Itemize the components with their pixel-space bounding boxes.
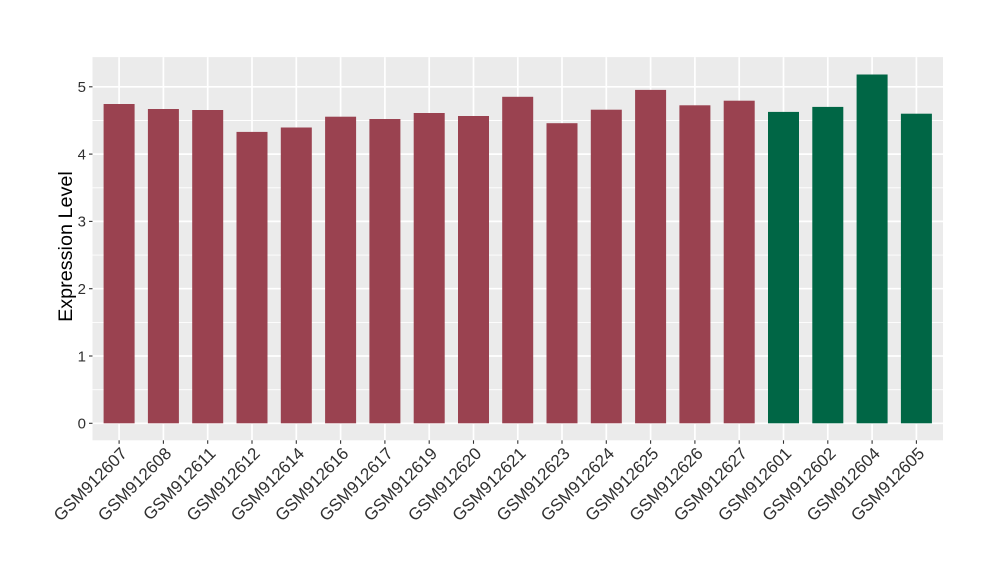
svg-text:3: 3	[78, 214, 86, 231]
svg-text:0: 0	[78, 416, 86, 433]
svg-text:5: 5	[78, 79, 86, 96]
svg-text:Expression Level: Expression Level	[55, 171, 77, 322]
svg-text:1: 1	[78, 348, 86, 365]
svg-text:2: 2	[78, 281, 86, 298]
svg-text:4: 4	[78, 146, 86, 163]
